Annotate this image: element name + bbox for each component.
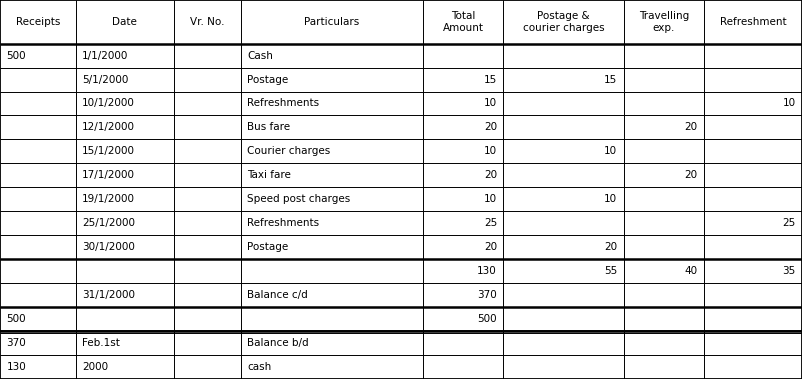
Text: 55: 55 xyxy=(604,266,618,276)
Text: 31/1/2000: 31/1/2000 xyxy=(82,290,136,300)
Text: 20: 20 xyxy=(604,242,618,252)
Text: 15: 15 xyxy=(604,75,618,85)
Text: Receipts: Receipts xyxy=(16,17,60,27)
Text: 130: 130 xyxy=(477,266,497,276)
Text: Date: Date xyxy=(112,17,137,27)
Text: 25/1/2000: 25/1/2000 xyxy=(82,218,136,228)
Text: 12/1/2000: 12/1/2000 xyxy=(82,122,136,132)
Text: Vr. No.: Vr. No. xyxy=(190,17,225,27)
Text: 10: 10 xyxy=(484,99,497,108)
Text: 370: 370 xyxy=(477,290,497,300)
Text: 40: 40 xyxy=(684,266,698,276)
Text: 17/1/2000: 17/1/2000 xyxy=(82,170,136,180)
Text: 1/1/2000: 1/1/2000 xyxy=(82,50,128,61)
Text: Travelling
exp.: Travelling exp. xyxy=(638,11,689,33)
Text: 10: 10 xyxy=(604,146,618,157)
Text: 25: 25 xyxy=(484,218,497,228)
Text: 20: 20 xyxy=(484,170,497,180)
Text: 500: 500 xyxy=(6,314,26,324)
Text: 5/1/2000: 5/1/2000 xyxy=(82,75,128,85)
Text: Bus fare: Bus fare xyxy=(247,122,290,132)
Text: 20: 20 xyxy=(484,122,497,132)
Text: 20: 20 xyxy=(484,242,497,252)
Text: 500: 500 xyxy=(6,50,26,61)
Text: 35: 35 xyxy=(782,266,796,276)
Text: 25: 25 xyxy=(782,218,796,228)
Text: Postage: Postage xyxy=(247,75,288,85)
Text: Balance b/d: Balance b/d xyxy=(247,338,309,348)
Text: Cash: Cash xyxy=(247,50,273,61)
Text: cash: cash xyxy=(247,362,271,372)
Text: 10: 10 xyxy=(484,146,497,157)
Text: 10: 10 xyxy=(783,99,796,108)
Text: Refreshments: Refreshments xyxy=(247,218,319,228)
Text: 10/1/2000: 10/1/2000 xyxy=(82,99,135,108)
Text: 15: 15 xyxy=(484,75,497,85)
Text: Feb.1st: Feb.1st xyxy=(82,338,120,348)
Text: 19/1/2000: 19/1/2000 xyxy=(82,194,136,204)
Text: Particulars: Particulars xyxy=(304,17,359,27)
Text: 2000: 2000 xyxy=(82,362,108,372)
Text: 130: 130 xyxy=(6,362,26,372)
Text: 10: 10 xyxy=(484,194,497,204)
Text: Refreshments: Refreshments xyxy=(247,99,319,108)
Text: 370: 370 xyxy=(6,338,26,348)
Text: 30/1/2000: 30/1/2000 xyxy=(82,242,135,252)
Text: Courier charges: Courier charges xyxy=(247,146,330,157)
Text: 20: 20 xyxy=(684,122,698,132)
Text: Postage &
courier charges: Postage & courier charges xyxy=(523,11,605,33)
Text: Speed post charges: Speed post charges xyxy=(247,194,350,204)
Text: 500: 500 xyxy=(477,314,497,324)
Text: Balance c/d: Balance c/d xyxy=(247,290,308,300)
Text: 20: 20 xyxy=(684,170,698,180)
Text: Taxi fare: Taxi fare xyxy=(247,170,291,180)
Text: Total
Amount: Total Amount xyxy=(443,11,484,33)
Text: Refreshment: Refreshment xyxy=(719,17,786,27)
Text: Postage: Postage xyxy=(247,242,288,252)
Text: 10: 10 xyxy=(604,194,618,204)
Text: 15/1/2000: 15/1/2000 xyxy=(82,146,136,157)
